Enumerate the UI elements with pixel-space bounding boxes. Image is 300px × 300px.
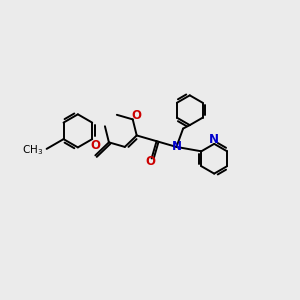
Text: O: O: [90, 139, 100, 152]
Text: CH$_3$: CH$_3$: [22, 143, 43, 157]
Text: O: O: [132, 109, 142, 122]
Text: N: N: [209, 133, 219, 146]
Text: O: O: [146, 155, 156, 168]
Text: N: N: [171, 140, 182, 153]
